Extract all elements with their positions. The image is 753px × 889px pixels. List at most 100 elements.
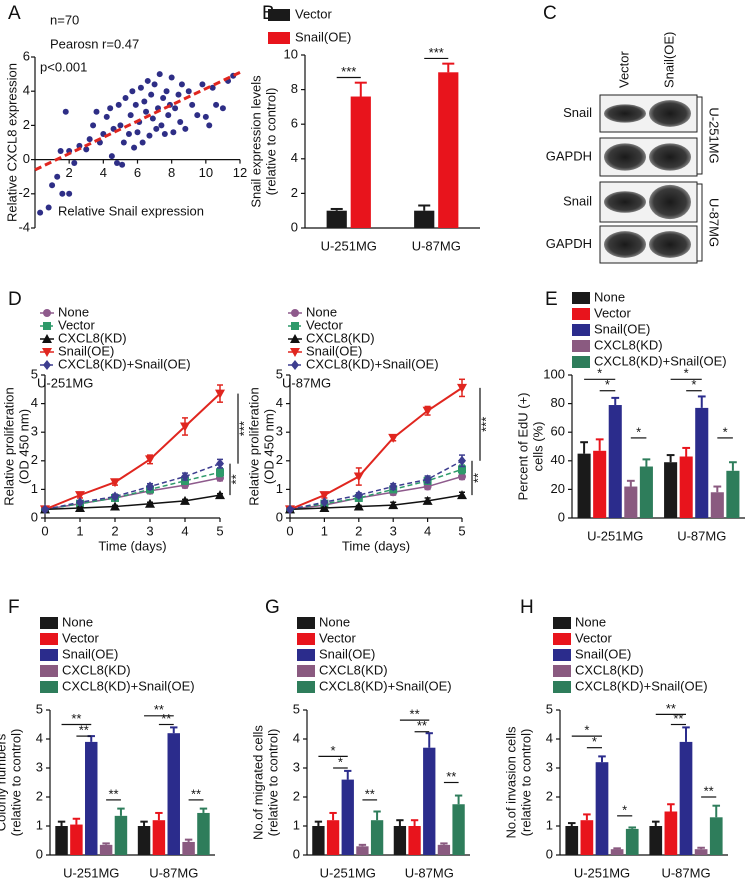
point — [90, 122, 97, 129]
y-tick-label: 2 — [31, 452, 38, 467]
point — [149, 115, 156, 122]
series-line — [289, 475, 463, 511]
y-axis-label: No.of invasion cells — [503, 726, 518, 838]
point — [122, 95, 129, 102]
y-tick-label: 1 — [276, 481, 283, 496]
legend-label: Snail(OE) — [306, 343, 362, 358]
bar — [152, 820, 166, 855]
y-tick-label: 3 — [276, 424, 283, 439]
x-tick-label: 2 — [355, 523, 362, 538]
point — [132, 101, 139, 108]
point — [117, 122, 124, 129]
bar — [710, 492, 724, 518]
marker — [180, 495, 190, 505]
y-tick-label: 4 — [293, 730, 300, 745]
panel-label: D — [8, 289, 22, 310]
significance-label: *** — [341, 64, 356, 79]
bar — [326, 210, 347, 228]
bar — [694, 849, 708, 855]
legend-marker — [43, 360, 51, 370]
series-line — [289, 494, 463, 511]
point — [59, 190, 66, 197]
point — [139, 139, 146, 146]
y-tick-label: 0 — [293, 846, 300, 861]
bar — [664, 811, 678, 855]
point — [172, 105, 179, 112]
y-axis-label: Relative CXCL8 expression — [4, 63, 19, 222]
point — [49, 182, 56, 189]
y-tick-label: 5 — [293, 701, 300, 716]
significance-label: ** — [228, 474, 243, 484]
significance-label: ** — [108, 786, 118, 801]
series-line — [289, 468, 463, 511]
y-tick-label: 0 — [31, 509, 38, 524]
significance-label: ** — [666, 701, 676, 716]
significance-label: *** — [478, 417, 493, 432]
y-tick-label: 5 — [31, 366, 38, 381]
y-tick-label: 0 — [23, 151, 30, 166]
legend-marker — [291, 360, 299, 370]
point — [119, 161, 126, 168]
significance-label: ** — [673, 711, 683, 726]
point — [57, 148, 64, 155]
marker — [146, 481, 154, 492]
point — [76, 142, 83, 149]
panel-label: G — [265, 597, 280, 618]
bar — [85, 741, 98, 855]
bar — [625, 828, 639, 855]
marker — [180, 422, 190, 432]
legend-swatch — [572, 356, 590, 368]
bar — [695, 407, 709, 518]
significance-label: *** — [236, 421, 251, 436]
bar — [639, 466, 653, 518]
x-tick-label: 3 — [390, 523, 397, 538]
marker — [353, 472, 364, 482]
bar — [70, 824, 83, 855]
point — [114, 160, 120, 167]
x-tick-label: U-251MG — [63, 865, 119, 880]
x-tick-label: U-251MG — [587, 528, 643, 543]
bar — [726, 470, 740, 518]
series-line — [44, 462, 221, 511]
y-tick-label: -4 — [18, 219, 30, 234]
legend-label: CXCL8(KD) — [306, 330, 375, 345]
point — [93, 108, 100, 115]
legend-label: CXCL8(KD)+Snail(OE) — [594, 353, 727, 368]
legend-label: CXCL8(KD)+Snail(OE) — [306, 356, 439, 371]
blot-band — [649, 184, 691, 220]
legend-label: Vector — [319, 630, 357, 645]
legend-label: Vector — [62, 630, 100, 645]
bar — [595, 762, 609, 855]
point — [131, 144, 138, 151]
y-tick-label: 2 — [291, 185, 298, 200]
legend-label: CXCL8(KD) — [594, 337, 663, 352]
y-axis-label: No.of migrated cells — [250, 725, 265, 840]
legend-label: CXCL8(KD)+Snail(OE) — [58, 356, 191, 371]
point — [209, 84, 216, 91]
bar — [408, 826, 421, 855]
y-tick-label: 0 — [276, 509, 283, 524]
y-axis-label: (relative to control) — [263, 88, 278, 196]
x-axis-label: Time (days) — [342, 538, 410, 553]
x-tick-label: 6 — [134, 165, 141, 180]
y-tick-label: 3 — [36, 759, 43, 774]
y-tick-label: 4 — [276, 395, 283, 410]
bar — [197, 812, 210, 855]
marker — [110, 478, 120, 488]
blot-band — [604, 104, 646, 123]
x-axis-label: Relative Snail expression — [58, 203, 204, 218]
point — [206, 122, 213, 129]
y-tick-label: 1 — [36, 817, 43, 832]
point — [137, 84, 144, 91]
legend-swatch — [40, 617, 58, 629]
marker — [354, 490, 363, 501]
x-tick-label: 4 — [100, 165, 107, 180]
marker — [388, 433, 399, 443]
column-label: Vector — [616, 50, 631, 88]
point — [66, 190, 73, 197]
marker — [320, 497, 329, 508]
x-tick-label: U-87MG — [405, 865, 454, 880]
point — [202, 113, 209, 120]
bar — [326, 820, 340, 855]
bar — [167, 733, 180, 855]
